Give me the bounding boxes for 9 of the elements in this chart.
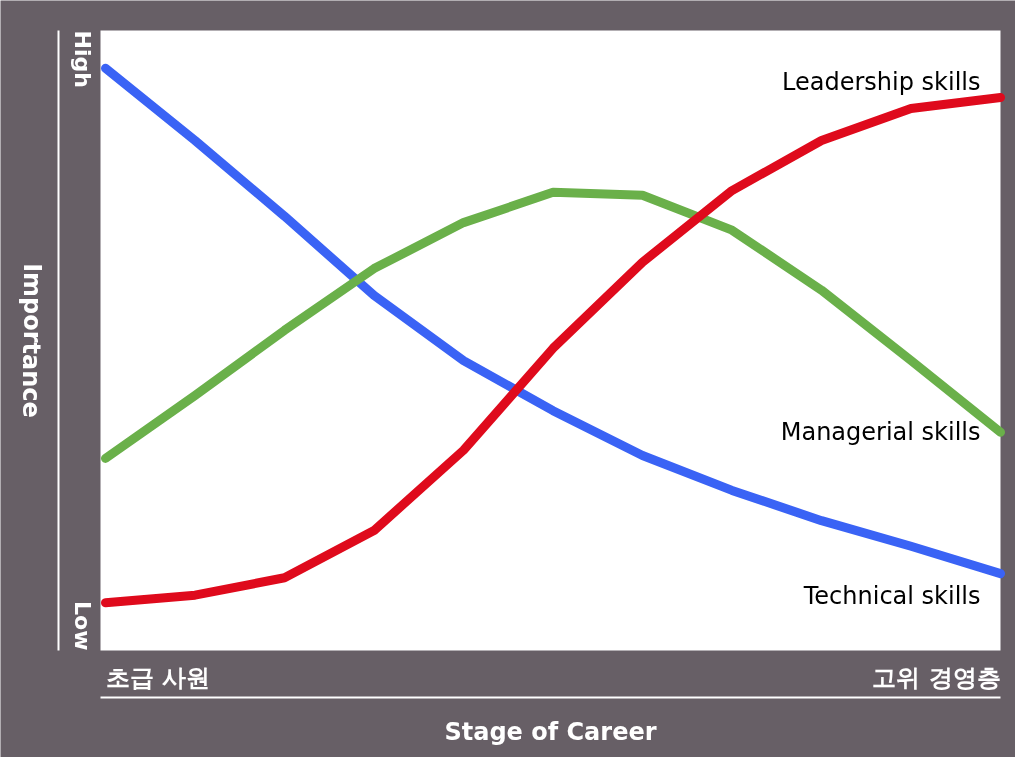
- text: 초급 사원: [105, 663, 210, 692]
- y-axis-title: Importance: [17, 263, 46, 418]
- text: High: [70, 30, 95, 88]
- series-label: Managerial skills: [780, 418, 981, 447]
- series-label: Technical skills: [802, 581, 981, 610]
- text: 고위 경영층: [872, 663, 1001, 692]
- x-axis-title: Stage of Career: [444, 717, 657, 746]
- text: Low: [70, 601, 95, 651]
- series-label: Leadership skills: [782, 68, 981, 97]
